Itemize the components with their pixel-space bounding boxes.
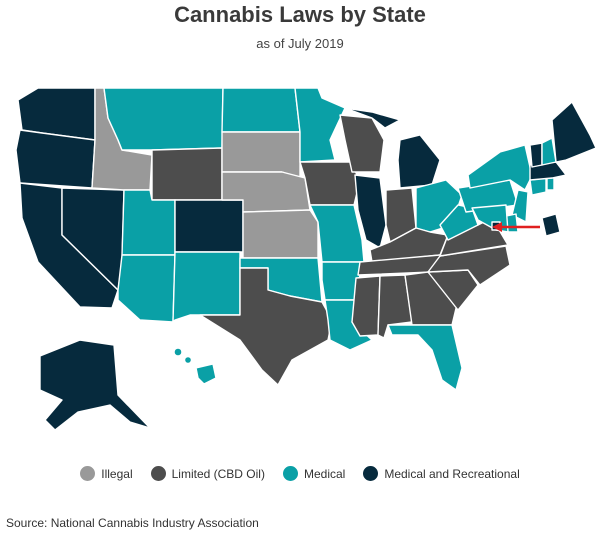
state-CT [529, 177, 547, 196]
legend-swatch-recreational [363, 466, 379, 481]
legend-item-recreational: Medical and Recreational [363, 466, 520, 481]
state-AK [39, 339, 151, 431]
state-WY [151, 147, 223, 201]
state-CO [174, 199, 244, 253]
state-AZ [117, 254, 176, 323]
legend-label-medical: Medical [303, 466, 346, 481]
legend-swatch-cbd [150, 466, 166, 481]
legend-label-illegal: Illegal [101, 466, 133, 481]
state-FL [387, 324, 463, 391]
state-NM [172, 251, 241, 323]
us-cannabis-map [15, 87, 597, 431]
state-GA [404, 271, 459, 326]
legend-item-cbd: Limited (CBD Oil) [150, 466, 265, 481]
state-HI-islands-2 [183, 355, 193, 365]
legend-item-illegal: Illegal [80, 466, 133, 481]
chart-subtitle: as of July 2019 [256, 36, 344, 51]
legend-label-cbd: Limited (CBD Oil) [171, 466, 265, 481]
state-TX [199, 267, 333, 386]
state-SD [221, 131, 301, 179]
state-MI-UP [344, 107, 401, 129]
state-HI [195, 363, 217, 385]
legend-swatch-illegal [80, 466, 96, 481]
state-OR [15, 129, 96, 189]
state-ME [551, 101, 597, 163]
state-WV [439, 204, 479, 241]
state-MT [103, 87, 224, 151]
state-UT [121, 189, 176, 256]
state-HI-islands [173, 347, 183, 357]
state-NY [467, 144, 533, 191]
state-MI [397, 134, 441, 189]
legend: Illegal Limited (CBD Oil) Medical Medica… [0, 466, 600, 481]
state-MN [294, 87, 346, 163]
state-ND [221, 87, 301, 133]
legend-item-medical: Medical [282, 466, 346, 481]
source-note: Source: National Cannabis Industry Assoc… [6, 516, 259, 530]
state-DC-callout [541, 213, 561, 237]
state-VT [529, 142, 543, 168]
state-MS [351, 275, 381, 337]
chart-title: Cannabis Laws by State [174, 2, 426, 27]
dc-callout-arrowhead [492, 222, 502, 232]
legend-swatch-medical [282, 466, 298, 481]
legend-label-recreational: Medical and Recreational [384, 466, 520, 481]
state-RI [546, 177, 555, 191]
state-KS [242, 209, 319, 259]
